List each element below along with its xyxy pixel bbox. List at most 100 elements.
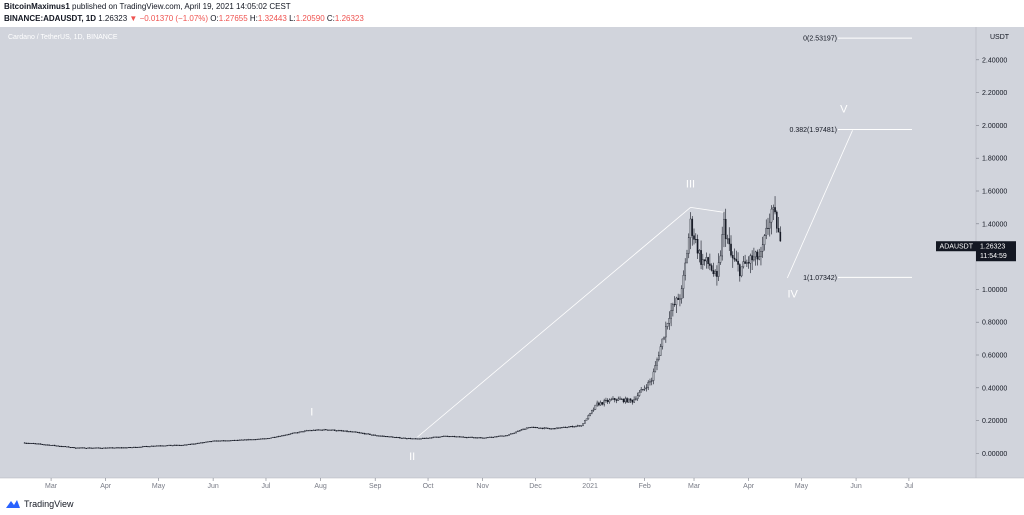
candle-body (700, 250, 702, 265)
candle-body (349, 431, 352, 433)
candle-body (615, 399, 618, 401)
candle-body (279, 435, 281, 437)
candle-body (476, 437, 479, 439)
candle-body (189, 443, 192, 445)
badge-symbol-bg (936, 241, 976, 252)
candle-body (467, 436, 470, 438)
fib-level-label: 0(2.53197) (803, 36, 837, 43)
candle-body (474, 437, 477, 439)
y-tick-label: 1.00000 (982, 287, 1007, 294)
candle-body (450, 436, 452, 438)
candle-body (457, 436, 459, 438)
candle-body (735, 259, 738, 262)
ohlc-row: BINANCE:ADAUSDT, 1D 1.26323 ▼ −0.01370 (… (4, 14, 364, 23)
candle-body (236, 439, 239, 441)
candle-body (154, 445, 156, 447)
candle-body (696, 239, 699, 254)
plot-area[interactable] (0, 27, 976, 478)
candle-body (525, 427, 528, 430)
low-label: L: (289, 14, 296, 23)
candle-body (562, 426, 565, 428)
tradingview-logo[interactable]: TradingView (5, 499, 74, 509)
candle-body (494, 436, 496, 438)
y-axis-ticks: 2.40000 2.20000 2.00000 1.80000 1.60000 1.400… (976, 57, 1007, 458)
candle-body (259, 438, 262, 440)
candle-body (48, 444, 51, 446)
candle-body (437, 436, 440, 438)
candle-body (302, 431, 304, 433)
candle-body (353, 431, 355, 433)
wave-label: III (686, 179, 695, 191)
candle-body (473, 437, 475, 439)
candle-body (529, 427, 532, 429)
candle-body (550, 428, 553, 430)
candle-body (323, 429, 325, 431)
candle-body (240, 439, 243, 441)
candle-body (300, 431, 303, 433)
candle-body (582, 423, 584, 426)
candle-body (710, 265, 713, 271)
candle-body (731, 255, 734, 259)
candle-body (41, 443, 44, 445)
candle-body (69, 447, 72, 449)
candle-body (612, 398, 614, 400)
candle-body (138, 446, 140, 448)
candle-body (538, 427, 540, 429)
price-chart[interactable]: Cardano / TetherUS, 1D, BINANCE USDT 2.4… (0, 27, 1024, 496)
candle-body (254, 439, 257, 441)
candle-body (645, 387, 648, 389)
candle-body (610, 399, 613, 401)
candle-body (166, 445, 169, 447)
candle-body (665, 326, 667, 338)
candle-body (649, 381, 651, 383)
candle-body (527, 427, 530, 429)
candle-body (430, 437, 433, 439)
candle-body (677, 297, 679, 300)
candle-body (251, 439, 253, 441)
candle-body (377, 435, 380, 437)
candle-body (561, 427, 563, 429)
badge-price-bg (976, 241, 1016, 262)
candle-body (219, 440, 221, 442)
candle-body (263, 438, 266, 440)
candle-body (57, 445, 59, 447)
x-tick-label: Jul (904, 483, 913, 490)
author-name[interactable]: BitcoinMaximus1 (4, 2, 70, 11)
candle-body (145, 446, 148, 448)
wave-line (417, 207, 691, 438)
candle-body (399, 437, 401, 439)
candle-body (229, 440, 232, 442)
candle-body (346, 430, 348, 432)
candle-body (518, 430, 521, 432)
candle-body (485, 437, 487, 439)
candle-body (439, 436, 442, 438)
candle-body (613, 398, 616, 400)
candle-body (703, 259, 706, 262)
candle-body (214, 440, 216, 442)
x-tick-label: Sep (369, 483, 382, 490)
candle-body (258, 438, 260, 440)
candle-body (436, 436, 438, 438)
candle-body (772, 207, 775, 210)
candle-body (554, 428, 556, 430)
candle-body (201, 442, 204, 444)
x-tick-label: Jun (207, 483, 218, 490)
candle-body (427, 437, 429, 439)
candle-body (23, 442, 26, 444)
candle-body (578, 425, 581, 427)
candle-body (159, 445, 162, 447)
candle-body (654, 365, 657, 373)
candle-body (684, 262, 687, 276)
change-value: −0.01370 (−1.07%) (139, 14, 209, 23)
candle-body (131, 447, 133, 449)
candle-body (319, 429, 322, 431)
candle-body (675, 297, 678, 305)
candle-body (196, 442, 199, 444)
candle-body (629, 398, 632, 401)
candle-body (687, 237, 690, 254)
candle-body (340, 430, 343, 432)
open-label: O: (210, 14, 219, 23)
candle-body (740, 266, 743, 277)
candle-body (249, 439, 251, 441)
candle-body (659, 346, 662, 356)
